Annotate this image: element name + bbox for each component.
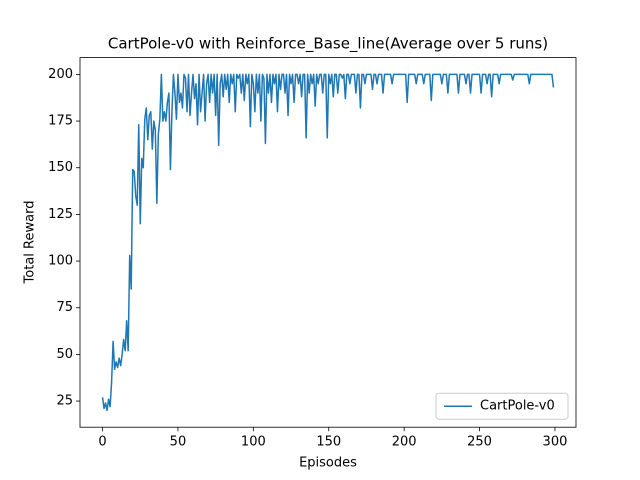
x-axis-label: Episodes xyxy=(299,456,357,471)
x-tick-label: 50 xyxy=(170,435,187,450)
chart-title: CartPole-v0 with Reinforce_Base_line(Ave… xyxy=(108,35,548,54)
x-tick-label: 100 xyxy=(241,435,266,450)
y-tick-label: 150 xyxy=(48,160,73,175)
legend-label: CartPole-v0 xyxy=(480,399,555,414)
legend-box xyxy=(435,392,569,420)
y-tick-label: 200 xyxy=(48,67,73,82)
y-tick-label: 100 xyxy=(48,254,73,269)
y-tick-label: 50 xyxy=(56,347,73,362)
x-tick-label: 250 xyxy=(467,435,492,450)
x-tick-label: 150 xyxy=(316,435,341,450)
y-axis-label: Total Reward xyxy=(23,201,38,285)
y-tick-label: 25 xyxy=(56,394,73,409)
y-tick-label: 175 xyxy=(48,114,73,129)
x-tick-label: 200 xyxy=(392,435,417,450)
y-tick-label: 75 xyxy=(56,300,73,315)
x-tick-label: 300 xyxy=(543,435,568,450)
data-line xyxy=(101,73,555,412)
y-tick-label: 125 xyxy=(48,207,73,222)
plot-frame xyxy=(79,57,577,428)
x-tick-label: 0 xyxy=(98,435,106,450)
